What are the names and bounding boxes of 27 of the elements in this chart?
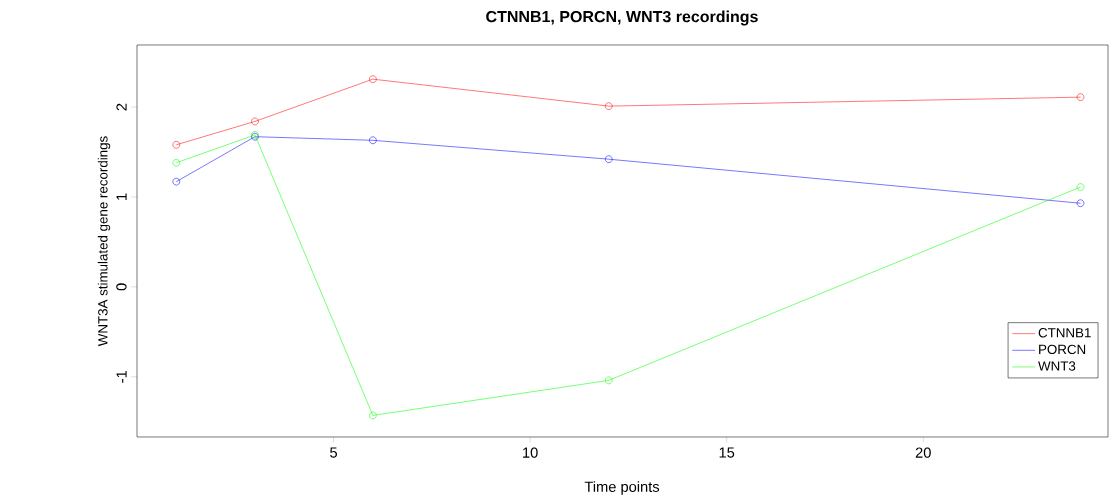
point: [369, 136, 377, 145]
point: [251, 117, 259, 126]
y-tick-label: 2: [116, 103, 127, 111]
x-tick-label: 5: [330, 447, 338, 458]
point: [369, 75, 377, 83]
y-tick-label: -1: [116, 370, 127, 383]
y-axis-title: WNT3A stimulated gene recordings: [97, 136, 111, 347]
x-axis-title: Time points: [584, 481, 660, 495]
legend-label: CTNNB1: [1038, 328, 1091, 338]
x-tick-label: 20: [915, 447, 931, 458]
point: [1076, 199, 1085, 207]
legend-label: WNT3: [1038, 361, 1076, 371]
y-tick-label: 1: [116, 193, 127, 200]
point: [172, 159, 181, 167]
point: [172, 177, 181, 186]
point: [369, 411, 377, 420]
point: [605, 155, 613, 163]
point: [1076, 93, 1085, 101]
point: [605, 376, 613, 385]
point: [172, 141, 181, 149]
chart-title: CTNNB1, PORCN, WNT3 recordings: [486, 10, 758, 26]
x-tick-label: 15: [719, 447, 735, 458]
y-tick-label: 0: [116, 283, 127, 291]
x-tick-label: 10: [523, 447, 538, 458]
point: [605, 102, 613, 110]
point: [1076, 183, 1085, 191]
legend-label: PORCN: [1039, 344, 1086, 355]
